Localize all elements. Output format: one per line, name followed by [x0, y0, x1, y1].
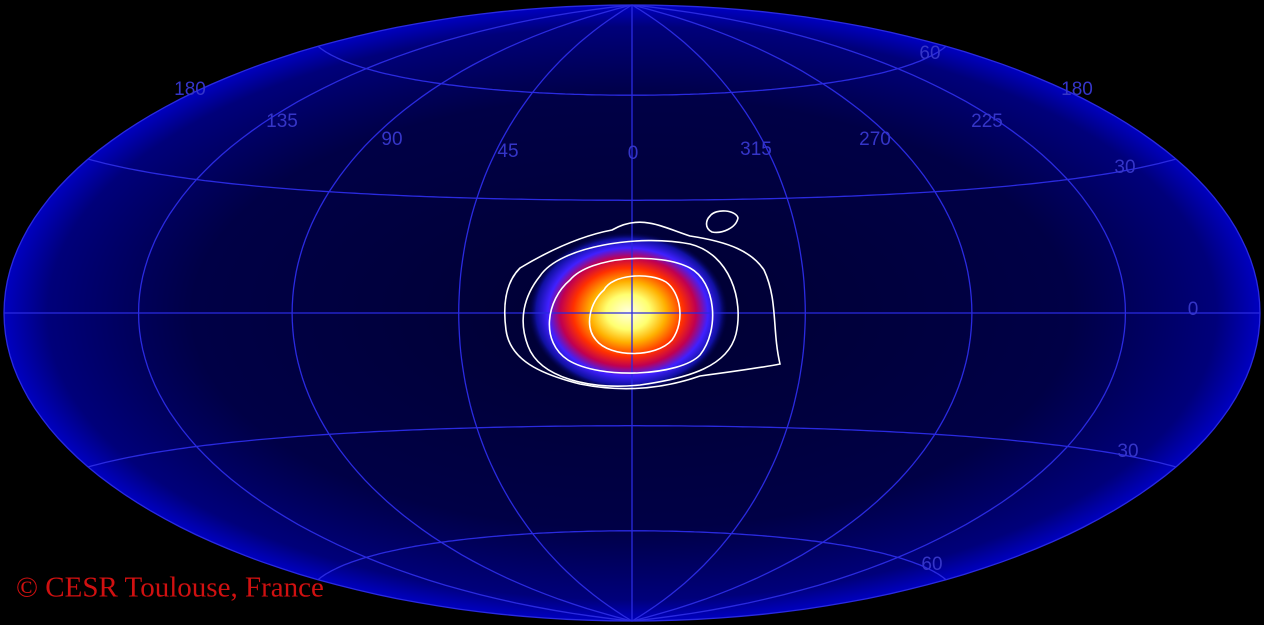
sky-map: 180 135 90 45 0 315 270 225 180 60 30 0 … — [0, 0, 1264, 625]
longitude-label: 180 — [1061, 79, 1093, 100]
longitude-label: 180 — [174, 79, 206, 100]
latitude-label: 30 — [1114, 157, 1135, 178]
longitude-label: 0 — [628, 143, 639, 164]
longitude-label: 225 — [971, 111, 1003, 132]
longitude-label: 315 — [740, 139, 772, 160]
latitude-label: 60 — [921, 554, 942, 575]
longitude-label: 270 — [859, 129, 891, 150]
latitude-label: 0 — [1188, 299, 1199, 320]
longitude-label: 90 — [381, 129, 402, 150]
longitude-label: 135 — [266, 111, 298, 132]
latitude-label: 60 — [919, 43, 940, 64]
credit: © CESR Toulouse, France — [16, 572, 324, 604]
source-emission — [528, 232, 728, 392]
longitude-label: 45 — [497, 141, 518, 162]
latitude-label: 30 — [1117, 441, 1138, 462]
